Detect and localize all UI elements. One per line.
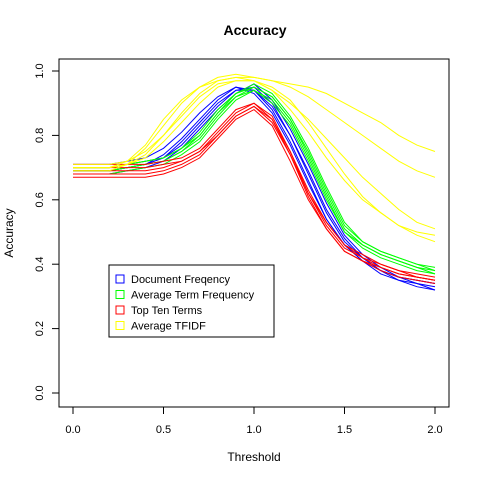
legend-swatch [115,305,125,315]
legend-label: Top Ten Terms [131,305,203,317]
x-axis-label: Threshold [227,450,280,464]
series-line-19 [73,80,436,236]
series-line-9 [73,89,436,275]
legend: Document Freqency Average Term Frequency T… [108,264,275,338]
y-axis-label: Accuracy [2,208,16,257]
y-axis: 0.0 0.2 0.4 0.6 0.8 1.0 [34,63,60,401]
legend-swatch [115,290,125,299]
legend-label: Document Freqency [131,274,231,286]
legend-label: Average Term Frequency [131,290,255,302]
legend-label: Average TFIDF [131,321,206,333]
series-line-3 [73,83,436,288]
series-line-12 [73,102,436,281]
series-line-14 [73,108,436,284]
series-line-17 [73,73,436,178]
series-line-15 [73,105,436,281]
series-line-1 [73,86,436,291]
series-line-7 [73,83,436,268]
x-tick-label: 0.0 [65,424,80,436]
y-tick-label: 0.4 [34,257,46,272]
y-tick-label: 0.8 [34,128,46,143]
y-tick-label: 0.6 [34,192,46,207]
legend-swatch [115,321,125,330]
x-axis: 0.0 0.5 1.0 1.5 2.0 [65,406,443,436]
series-line-20 [73,80,436,243]
y-tick-label: 0.2 [34,321,46,336]
x-tick-label: 2.0 [427,424,442,436]
x-tick-label: 0.5 [156,424,171,436]
plot-frame [58,58,450,408]
y-tick-label: 0.0 [34,385,46,400]
chart-title: Accuracy [223,22,286,38]
series-line-8 [73,89,436,275]
series-line-6 [73,86,436,272]
x-tick-label: 1.5 [337,424,352,436]
y-tick-label: 1.0 [34,63,46,78]
series-line-10 [73,86,436,272]
legend-box [108,264,275,338]
series-line-18 [73,76,436,230]
series-lines [73,73,436,291]
x-tick-label: 1.0 [246,424,261,436]
legend-swatch [115,274,125,284]
series-line-5 [73,89,436,291]
